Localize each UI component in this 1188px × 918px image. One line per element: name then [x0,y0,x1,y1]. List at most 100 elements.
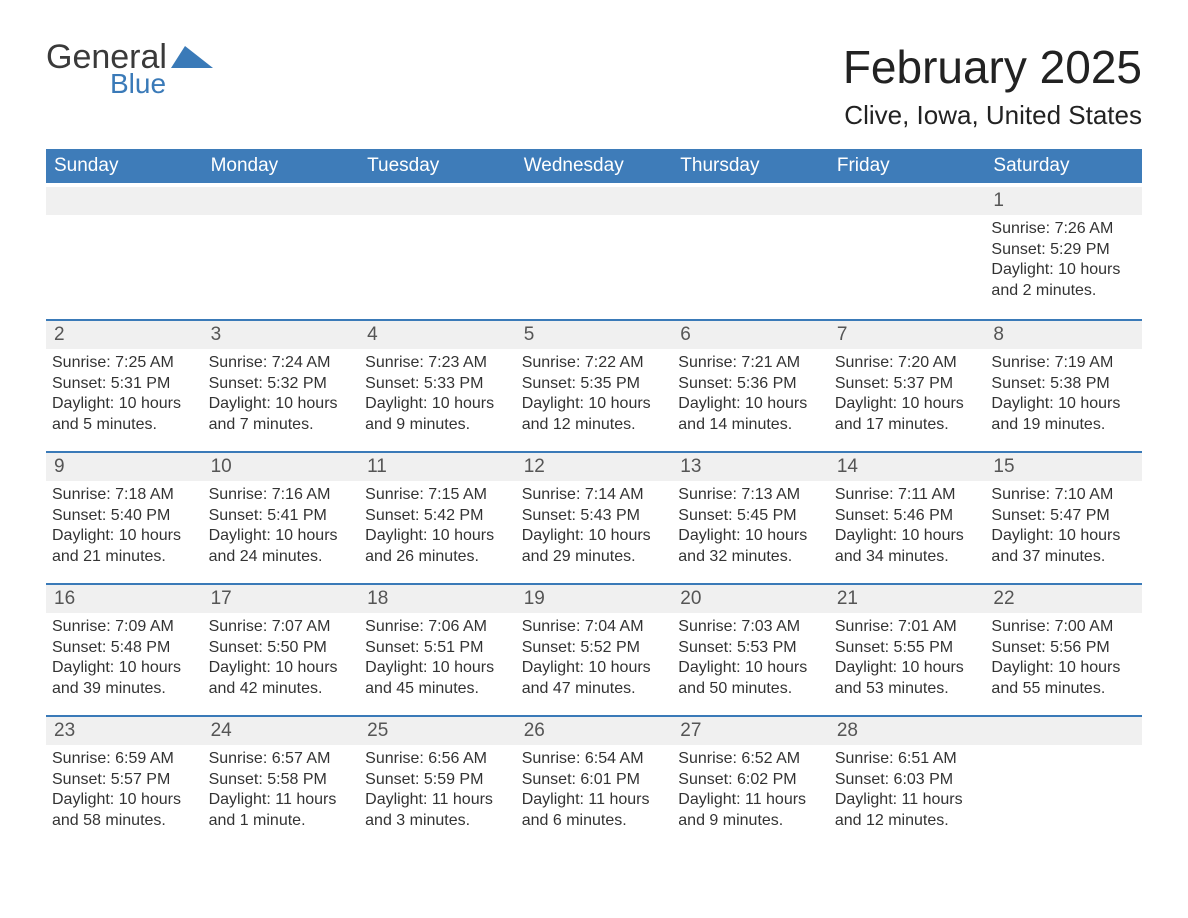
day-sunset: Sunset: 5:53 PM [678,638,823,658]
day-daylight: Daylight: 10 hours and 47 minutes. [522,658,667,699]
day-number [203,187,360,215]
day-sunset: Sunset: 5:51 PM [365,638,510,658]
day-sunset: Sunset: 5:32 PM [209,374,354,394]
day-number: 23 [46,717,203,745]
day-daylight: Daylight: 10 hours and 14 minutes. [678,394,823,435]
day-cell: 25 Sunrise: 6:56 AMSunset: 5:59 PMDayligh… [359,717,516,843]
day-cell: 10Sunrise: 7:16 AMSunset: 5:41 PMDayligh… [203,453,360,579]
day-number: 22 [985,585,1142,613]
day-cell: 12Sunrise: 7:14 AMSunset: 5:43 PMDayligh… [516,453,673,579]
day-sunset: Sunset: 6:01 PM [522,770,667,790]
day-number: 17 [203,585,360,613]
day-daylight: Daylight: 10 hours and 50 minutes. [678,658,823,699]
week-row: 23Sunrise: 6:59 AMSunset: 5:57 PMDayligh… [46,715,1142,843]
day-daylight: Daylight: 10 hours and 39 minutes. [52,658,197,699]
day-daylight: Daylight: 10 hours and 24 minutes. [209,526,354,567]
day-sunset: Sunset: 5:45 PM [678,506,823,526]
day-daylight: Daylight: 10 hours and 45 minutes. [365,658,510,699]
day-sunset: Sunset: 5:59 PM [365,770,510,790]
day-sunrise: Sunrise: 6:54 AM [522,749,667,769]
day-number [516,187,673,215]
day-daylight: Daylight: 10 hours and 2 minutes. [991,260,1136,301]
day-number: 6 [672,321,829,349]
day-number: 4 [359,321,516,349]
day-daylight: Daylight: 10 hours and 5 minutes. [52,394,197,435]
day-cell: 1Sunrise: 7:26 AMSunset: 5:29 PMDaylight… [985,187,1142,315]
logo-flag-icon [171,44,213,68]
day-sunrise: Sunrise: 7:18 AM [52,485,197,505]
day-sunrise: Sunrise: 7:04 AM [522,617,667,637]
day-number: 25 [359,717,516,745]
location-subtitle: Clive, Iowa, United States [843,100,1142,131]
day-cell: 24Sunrise: 6:57 AMSunset: 5:58 PMDayligh… [203,717,360,843]
day-cell [985,717,1142,843]
dow-friday: Friday [829,149,986,183]
page-heading: February 2025 Clive, Iowa, United States [843,40,1142,131]
day-cell: 19Sunrise: 7:04 AMSunset: 5:52 PMDayligh… [516,585,673,711]
day-number [672,187,829,215]
day-cell: 23Sunrise: 6:59 AMSunset: 5:57 PMDayligh… [46,717,203,843]
week-row: 1Sunrise: 7:26 AMSunset: 5:29 PMDaylight… [46,187,1142,315]
calendar: SundayMondayTuesdayWednesdayThursdayFrid… [46,149,1142,843]
day-daylight: Daylight: 10 hours and 9 minutes. [365,394,510,435]
day-sunset: Sunset: 5:35 PM [522,374,667,394]
day-number: 15 [985,453,1142,481]
day-sunset: Sunset: 6:02 PM [678,770,823,790]
day-sunset: Sunset: 5:58 PM [209,770,354,790]
day-cell [203,187,360,315]
day-number: 9 [46,453,203,481]
calendar-body: 1Sunrise: 7:26 AMSunset: 5:29 PMDaylight… [46,187,1142,843]
day-sunset: Sunset: 5:42 PM [365,506,510,526]
day-number: 10 [203,453,360,481]
dow-monday: Monday [203,149,360,183]
day-of-week-header: SundayMondayTuesdayWednesdayThursdayFrid… [46,149,1142,183]
day-cell: 20 Sunrise: 7:03 AMSunset: 5:53 PMDayligh… [672,585,829,711]
day-daylight: Daylight: 11 hours and 12 minutes. [835,790,980,831]
day-sunrise: Sunrise: 7:16 AM [209,485,354,505]
day-number: 5 [516,321,673,349]
day-sunrise: Sunrise: 7:15 AM [365,485,510,505]
day-number: 27 [672,717,829,745]
day-daylight: Daylight: 10 hours and 34 minutes. [835,526,980,567]
day-number: 21 [829,585,986,613]
day-number: 16 [46,585,203,613]
day-sunrise: Sunrise: 7:13 AM [678,485,823,505]
day-sunrise: Sunrise: 6:59 AM [52,749,197,769]
day-daylight: Daylight: 11 hours and 3 minutes. [365,790,510,831]
day-daylight: Daylight: 11 hours and 9 minutes. [678,790,823,831]
day-cell: 22Sunrise: 7:00 AMSunset: 5:56 PMDayligh… [985,585,1142,711]
day-sunset: Sunset: 5:36 PM [678,374,823,394]
day-daylight: Daylight: 10 hours and 12 minutes. [522,394,667,435]
day-number: 3 [203,321,360,349]
day-sunrise: Sunrise: 6:52 AM [678,749,823,769]
day-sunrise: Sunrise: 7:07 AM [209,617,354,637]
day-sunrise: Sunrise: 7:00 AM [991,617,1136,637]
day-cell: 4Sunrise: 7:23 AMSunset: 5:33 PMDaylight… [359,321,516,447]
day-number: 8 [985,321,1142,349]
day-cell [46,187,203,315]
day-number: 7 [829,321,986,349]
dow-wednesday: Wednesday [516,149,673,183]
day-cell: 18Sunrise: 7:06 AMSunset: 5:51 PMDayligh… [359,585,516,711]
day-daylight: Daylight: 10 hours and 29 minutes. [522,526,667,567]
day-cell: 27 Sunrise: 6:52 AMSunset: 6:02 PMDayligh… [672,717,829,843]
day-sunrise: Sunrise: 6:57 AM [209,749,354,769]
day-cell: 5Sunrise: 7:22 AMSunset: 5:35 PMDaylight… [516,321,673,447]
day-cell: 26Sunrise: 6:54 AMSunset: 6:01 PMDayligh… [516,717,673,843]
header: General Blue February 2025 Clive, Iowa, … [46,40,1142,131]
day-number: 20 [672,585,829,613]
day-cell: 8Sunrise: 7:19 AMSunset: 5:38 PMDaylight… [985,321,1142,447]
day-sunrise: Sunrise: 6:56 AM [365,749,510,769]
week-row: 16Sunrise: 7:09 AMSunset: 5:48 PMDayligh… [46,583,1142,711]
day-sunrise: Sunrise: 7:20 AM [835,353,980,373]
day-cell: 16Sunrise: 7:09 AMSunset: 5:48 PMDayligh… [46,585,203,711]
day-sunrise: Sunrise: 7:03 AM [678,617,823,637]
day-number: 2 [46,321,203,349]
day-daylight: Daylight: 10 hours and 32 minutes. [678,526,823,567]
day-sunset: Sunset: 5:55 PM [835,638,980,658]
day-daylight: Daylight: 10 hours and 42 minutes. [209,658,354,699]
day-sunrise: Sunrise: 7:14 AM [522,485,667,505]
day-number: 13 [672,453,829,481]
day-daylight: Daylight: 11 hours and 6 minutes. [522,790,667,831]
day-number: 1 [985,187,1142,215]
